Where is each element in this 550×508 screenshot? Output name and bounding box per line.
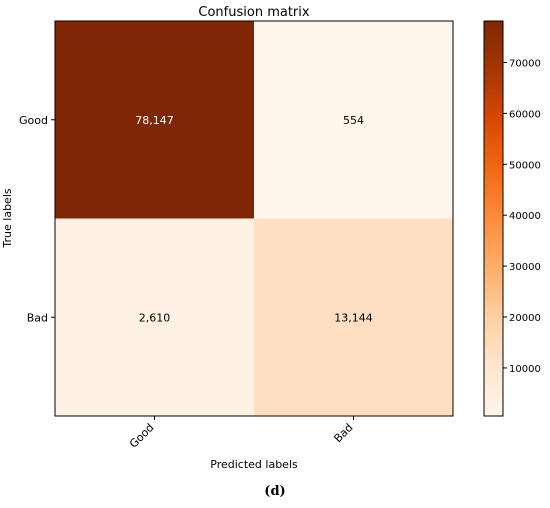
colorbar-tick-label: 20000 xyxy=(509,313,541,324)
colorbar-tick-label: 30000 xyxy=(509,262,541,273)
x-tick-label: Good xyxy=(127,421,157,451)
cell-value-label: 2,610 xyxy=(139,311,171,324)
plot-frame xyxy=(54,20,454,417)
figure-caption: (d) xyxy=(264,484,286,499)
cell-value-label: 78,147 xyxy=(135,114,174,127)
heatmap-cell xyxy=(254,21,453,219)
y-tick-label: Bad xyxy=(27,311,48,324)
colorbar-tick-label: 10000 xyxy=(509,364,541,375)
heatmap-cell xyxy=(55,21,254,219)
colorbar-tick-label: 70000 xyxy=(509,58,541,69)
y-axis-label: True labels xyxy=(1,188,14,248)
heatmap-cell xyxy=(254,218,453,416)
x-tick-label: Bad xyxy=(331,421,355,445)
colorbar-tick-label: 40000 xyxy=(509,211,541,222)
heatmap-cell xyxy=(55,218,254,416)
colorbar xyxy=(483,20,504,417)
chart-title: Confusion matrix xyxy=(198,5,309,20)
cell-value-label: 13,144 xyxy=(334,311,373,324)
colorbar-tick-label: 50000 xyxy=(509,160,541,171)
y-tick-label: Good xyxy=(19,114,48,127)
colorbar-tick-label: 60000 xyxy=(509,109,541,120)
cell-value-label: 554 xyxy=(343,114,364,127)
x-axis-label: Predicted labels xyxy=(210,458,298,471)
